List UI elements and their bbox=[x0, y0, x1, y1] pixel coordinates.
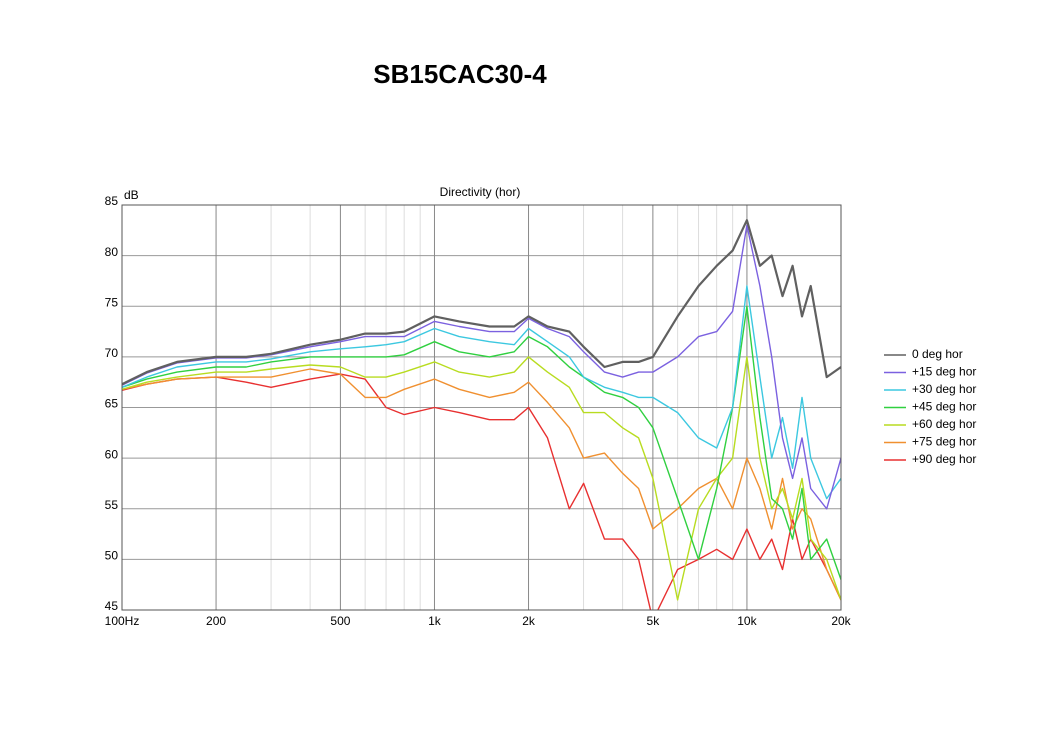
series-line bbox=[122, 368, 841, 601]
x-tick-label: 100Hz bbox=[105, 614, 140, 628]
legend-label: 0 deg hor bbox=[912, 347, 963, 361]
y-tick-label: 60 bbox=[105, 447, 119, 461]
x-tick-label: 5k bbox=[647, 614, 661, 628]
x-tick-label: 200 bbox=[206, 614, 226, 628]
y-tick-label: 80 bbox=[105, 245, 119, 259]
series-line bbox=[122, 285, 841, 500]
plot-lines bbox=[122, 219, 841, 610]
x-tick-label: 10k bbox=[737, 614, 757, 628]
legend-label: +45 deg hor bbox=[912, 400, 976, 414]
legend-label: +75 deg hor bbox=[912, 435, 976, 449]
series-line bbox=[122, 305, 841, 580]
x-tick-label: 2k bbox=[522, 614, 536, 628]
y-tick-label: 65 bbox=[105, 397, 119, 411]
chart-title: SB15CAC30-4 bbox=[373, 59, 547, 89]
series-line bbox=[122, 224, 841, 510]
chart-subtitle: Directivity (hor) bbox=[440, 185, 521, 199]
y-tick-label: 85 bbox=[105, 194, 119, 208]
y-axis-label: dB bbox=[124, 188, 139, 202]
series-line bbox=[122, 219, 841, 386]
legend-label: +60 deg hor bbox=[912, 417, 976, 431]
legend-label: +30 deg hor bbox=[912, 382, 976, 396]
y-tick-label: 45 bbox=[105, 599, 119, 613]
y-tick-label: 50 bbox=[105, 549, 119, 563]
x-tick-label: 500 bbox=[330, 614, 350, 628]
series-line bbox=[122, 373, 841, 610]
y-tick-label: 75 bbox=[105, 295, 119, 309]
x-tick-label: 1k bbox=[428, 614, 442, 628]
y-tick-label: 55 bbox=[105, 498, 119, 512]
x-tick-label: 20k bbox=[831, 614, 851, 628]
y-tick-label: 70 bbox=[105, 346, 119, 360]
series-line bbox=[122, 356, 841, 601]
legend-label: +90 deg hor bbox=[912, 452, 976, 466]
legend-label: +15 deg hor bbox=[912, 365, 976, 379]
plot-frame bbox=[121, 204, 842, 611]
